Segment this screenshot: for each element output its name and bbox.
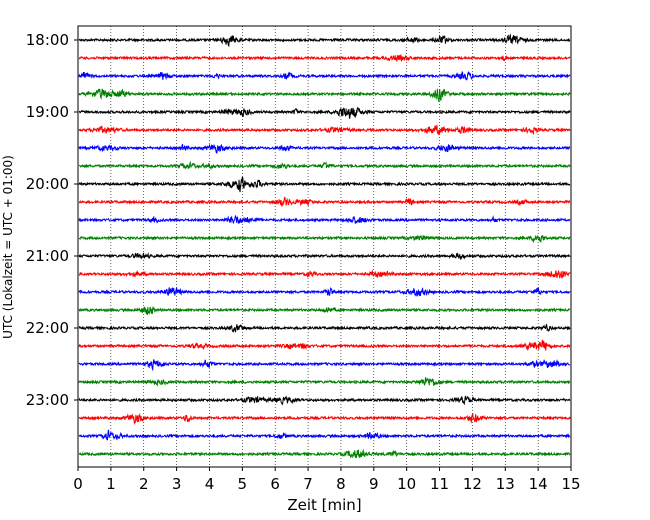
- x-axis-label: Zeit [min]: [287, 496, 361, 514]
- y-tick-label: 18:00: [26, 31, 69, 49]
- y-tick-label: 19:00: [26, 103, 69, 121]
- trace-2330: [78, 429, 571, 441]
- x-tick-label: 1: [106, 475, 116, 493]
- trace-1915: [78, 124, 571, 136]
- trace-2115: [78, 269, 571, 279]
- x-tick-label: 9: [369, 475, 379, 493]
- trace-1800: [78, 33, 571, 48]
- y-tick-label: 23:00: [26, 391, 69, 409]
- trace-2345: [78, 448, 571, 459]
- y-tick-label: 22:00: [26, 319, 69, 337]
- trace-1930: [78, 143, 571, 155]
- x-axis: 0 1 2 3 4 5 6 7 8 9 10 11 12 13 14 15: [73, 467, 581, 493]
- trace-2230: [78, 358, 571, 372]
- x-tick-label: 3: [172, 475, 182, 493]
- y-axis: 18:00 19:00 20:00 21:00 22:00 23:00: [26, 31, 78, 409]
- x-tick-label: 0: [73, 475, 83, 493]
- trace-2000: [78, 176, 571, 193]
- x-tick-label: 4: [205, 475, 215, 493]
- trace-1815: [78, 53, 571, 62]
- x-tick-label: 11: [430, 475, 449, 493]
- trace-2245: [78, 377, 571, 387]
- trace-1945: [78, 160, 571, 171]
- trace-2315: [78, 412, 571, 426]
- trace-2300: [78, 395, 571, 406]
- x-tick-label: 14: [529, 475, 548, 493]
- x-tick-label: 12: [463, 475, 482, 493]
- trace-2100: [78, 252, 571, 260]
- y-tick-label: 21:00: [26, 247, 69, 265]
- trace-1900: [78, 106, 571, 119]
- plot-frame: [77, 25, 572, 468]
- trace-2200: [78, 323, 571, 333]
- x-tick-label: 5: [238, 475, 248, 493]
- trace-2015: [78, 196, 571, 207]
- x-tick-label: 15: [561, 475, 580, 493]
- trace-2045: [78, 234, 571, 244]
- x-tick-label: 6: [270, 475, 280, 493]
- x-tick-label: 10: [397, 475, 416, 493]
- x-tick-label: 13: [496, 475, 515, 493]
- trace-2030: [78, 215, 571, 224]
- y-axis-label: UTC (Lokalzeit = UTC + 01:00): [1, 155, 15, 339]
- trace-1830: [78, 71, 571, 81]
- trace-1845: [78, 88, 571, 102]
- x-tick-label: 2: [139, 475, 149, 493]
- plot-background: [78, 26, 571, 467]
- y-tick-label: 20:00: [26, 175, 69, 193]
- x-tick-label: 7: [303, 475, 313, 493]
- trace-2145: [78, 306, 571, 316]
- x-tick-label: 8: [336, 475, 346, 493]
- traces: [78, 33, 571, 459]
- trace-2215: [78, 339, 571, 352]
- trace-2130: [78, 286, 571, 297]
